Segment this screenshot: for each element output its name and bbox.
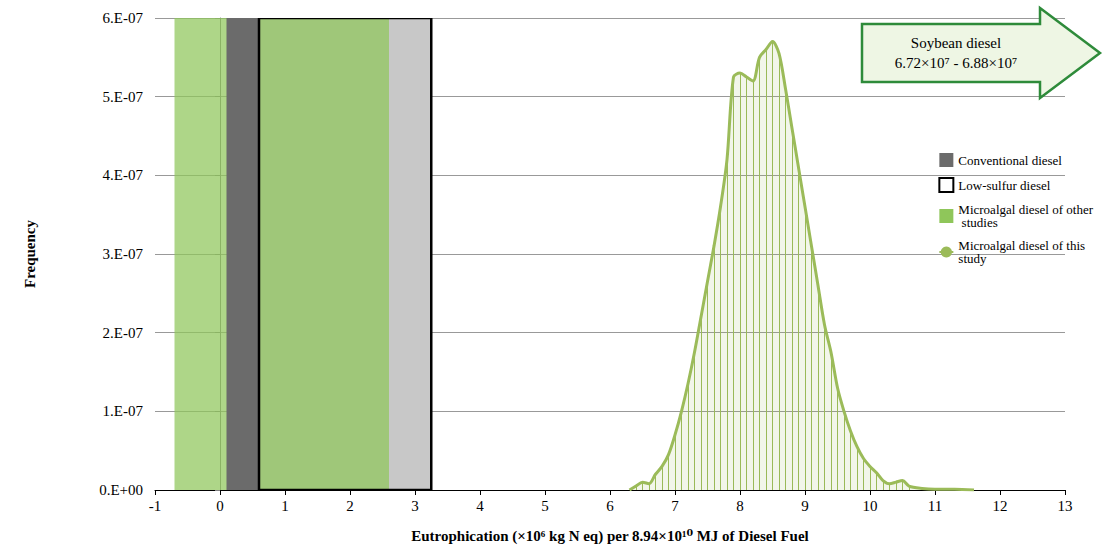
svg-text:4: 4 xyxy=(476,498,484,514)
svg-text:5.E-07: 5.E-07 xyxy=(103,89,144,105)
svg-text:Soybean diesel: Soybean diesel xyxy=(911,35,1001,51)
svg-text:10: 10 xyxy=(863,498,878,514)
svg-text:Microalgal diesel of this: Microalgal diesel of this xyxy=(958,238,1089,253)
svg-text:Eutrophication (×10⁶ kg N eq): Eutrophication (×10⁶ kg N eq) per 8.94×1… xyxy=(411,528,809,545)
svg-text:1.E-07: 1.E-07 xyxy=(103,403,144,419)
svg-text:1: 1 xyxy=(281,498,289,514)
svg-text:7: 7 xyxy=(671,498,679,514)
svg-text:Low-sulfur diesel: Low-sulfur diesel xyxy=(958,178,1050,193)
svg-text:0: 0 xyxy=(216,498,224,514)
svg-text:2: 2 xyxy=(346,498,354,514)
svg-text:5: 5 xyxy=(541,498,549,514)
svg-text:12: 12 xyxy=(993,498,1008,514)
svg-text:studies: studies xyxy=(958,215,997,230)
svg-text:6: 6 xyxy=(606,498,614,514)
svg-text:4.E-07: 4.E-07 xyxy=(103,167,144,183)
svg-text:0.E+00: 0.E+00 xyxy=(99,482,143,498)
svg-text:13: 13 xyxy=(1058,498,1073,514)
svg-text:6.72×10⁷ - 6.88×10⁷: 6.72×10⁷ - 6.88×10⁷ xyxy=(895,55,1017,71)
svg-text:9: 9 xyxy=(801,498,809,514)
svg-text:11: 11 xyxy=(928,498,942,514)
svg-text:study: study xyxy=(958,251,987,266)
svg-text:6.E-07: 6.E-07 xyxy=(103,10,144,26)
svg-text:Microalgal diesel of other: Microalgal diesel of other xyxy=(958,202,1093,217)
svg-text:2.E-07: 2.E-07 xyxy=(103,325,144,341)
svg-text:8: 8 xyxy=(736,498,744,514)
svg-text:-1: -1 xyxy=(149,498,162,514)
svg-text:Conventional diesel: Conventional diesel xyxy=(958,153,1062,168)
svg-text:3.E-07: 3.E-07 xyxy=(103,246,144,262)
svg-text:3: 3 xyxy=(411,498,419,514)
svg-text:Frequency: Frequency xyxy=(22,219,38,288)
